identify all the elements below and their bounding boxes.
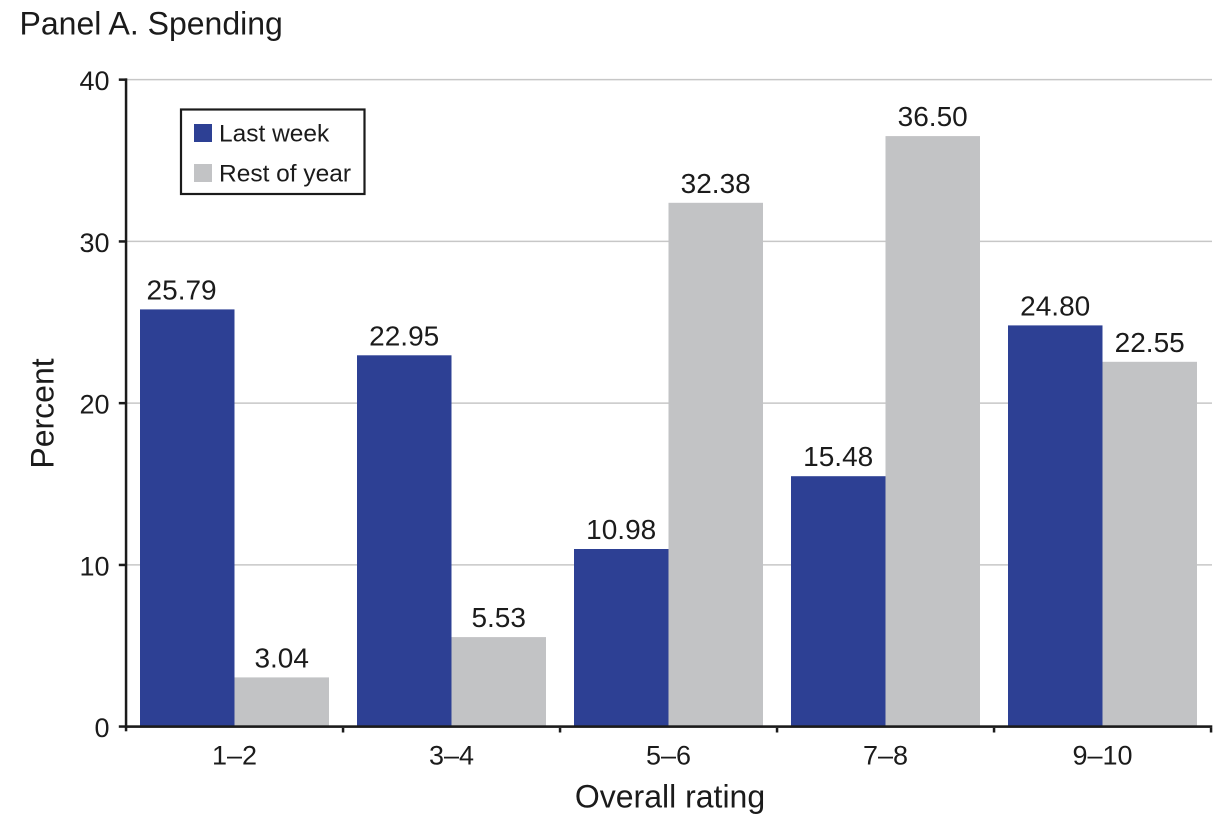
svg-text:5.53: 5.53 [471,602,526,633]
svg-text:25.79: 25.79 [147,274,217,305]
svg-text:30: 30 [79,228,109,258]
svg-text:10: 10 [79,551,109,581]
svg-text:Panel A. Spending: Panel A. Spending [20,6,283,42]
svg-text:9–10: 9–10 [1072,741,1132,771]
svg-text:15.48: 15.48 [803,441,873,472]
svg-text:3–4: 3–4 [429,741,474,771]
svg-text:32.38: 32.38 [681,168,751,199]
svg-text:22.95: 22.95 [369,320,439,351]
svg-text:7–8: 7–8 [863,741,908,771]
svg-text:Rest of year: Rest of year [219,161,351,188]
svg-text:40: 40 [79,66,109,96]
svg-text:Overall rating: Overall rating [575,779,765,815]
svg-text:24.80: 24.80 [1020,290,1090,321]
svg-text:Last week: Last week [219,121,330,148]
svg-text:22.55: 22.55 [1115,327,1185,358]
svg-text:3.04: 3.04 [254,642,309,673]
svg-text:1–2: 1–2 [212,741,257,771]
svg-text:0: 0 [94,713,109,743]
svg-text:20: 20 [79,390,109,420]
svg-text:5–6: 5–6 [646,741,691,771]
svg-text:Percent: Percent [25,358,61,468]
svg-text:36.50: 36.50 [898,101,968,132]
svg-text:10.98: 10.98 [586,514,656,545]
